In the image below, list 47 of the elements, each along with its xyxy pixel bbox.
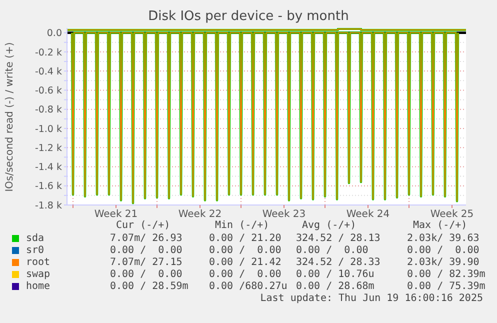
text: 7.07m/ 26.93 xyxy=(110,233,182,244)
text: Max (-/+) xyxy=(413,220,468,231)
chart-title: Disk IOs per device - by month xyxy=(147,9,350,24)
text: 324.52 / 28.33 xyxy=(296,257,380,268)
text: 0.00 / 28.59m xyxy=(110,281,188,292)
legend-label: home xyxy=(26,281,50,292)
x-tick-label: Week 25 xyxy=(430,209,474,220)
text: 0.00 / 82.39m xyxy=(407,269,486,280)
text: 2.03k/ 39.63 xyxy=(407,233,480,244)
text: 0.00 /680.27u xyxy=(209,281,288,292)
text: Last update: Thu Jun 19 16:00:16 2025 xyxy=(260,293,483,304)
x-tick-label: Week 22 xyxy=(178,209,222,220)
text: 2.03k/ 39.90 xyxy=(407,257,480,268)
text: 0.00 / 10.76u xyxy=(296,269,374,280)
y-tick-label: -1.2 k xyxy=(34,142,62,154)
y-tick-label: -1.4 k xyxy=(34,162,62,174)
x-tick-label: Week 21 xyxy=(94,209,138,220)
x-tick-label: Week 23 xyxy=(262,209,306,220)
text: 0.00 / 0.00 xyxy=(110,269,182,280)
text: 0.00 / 0.00 xyxy=(296,245,368,256)
y-tick-label: -0.4 k xyxy=(34,66,62,78)
text: 0.00 / 0.00 xyxy=(407,245,480,256)
text: 0.00 / 21.20 xyxy=(209,233,282,244)
text: 0.00 / 0.00 xyxy=(110,245,182,256)
text: 324.52 / 28.13 xyxy=(296,233,380,244)
y-tick-label: -0.2 k xyxy=(34,47,62,58)
y-tick-label: -1.6 k xyxy=(34,181,62,192)
y-tick-label: -1.8 k xyxy=(34,200,62,212)
legend-label: sda xyxy=(26,233,44,244)
text: Cur (-/+) xyxy=(116,220,170,231)
legend-label: sr0 xyxy=(26,245,44,256)
legend-label: root xyxy=(26,257,50,268)
y-tick-label: -1.0 k xyxy=(34,124,62,135)
text: 0.00 / 28.68m xyxy=(296,281,374,292)
text: 7.07m/ 27.15 xyxy=(110,257,182,268)
text: 0.00 / 0.00 xyxy=(209,245,282,256)
text: 0.00 / 75.39m xyxy=(407,281,486,292)
x-tick-label: Week 24 xyxy=(346,209,390,220)
text: Avg (-/+) xyxy=(302,220,356,231)
legend-label: swap xyxy=(26,269,50,280)
text: 0.00 / 0.00 xyxy=(209,269,282,280)
text: 0.00 / 21.42 xyxy=(209,257,282,268)
y-axis-title: IOs/second read (-) / write (+) xyxy=(4,42,16,192)
y-tick-label: -0.6 k xyxy=(34,86,62,97)
y-tick-label: -0.8 k xyxy=(34,104,62,116)
text: Min (-/+) xyxy=(215,220,270,231)
y-tick-label: 0.0 xyxy=(46,28,62,40)
